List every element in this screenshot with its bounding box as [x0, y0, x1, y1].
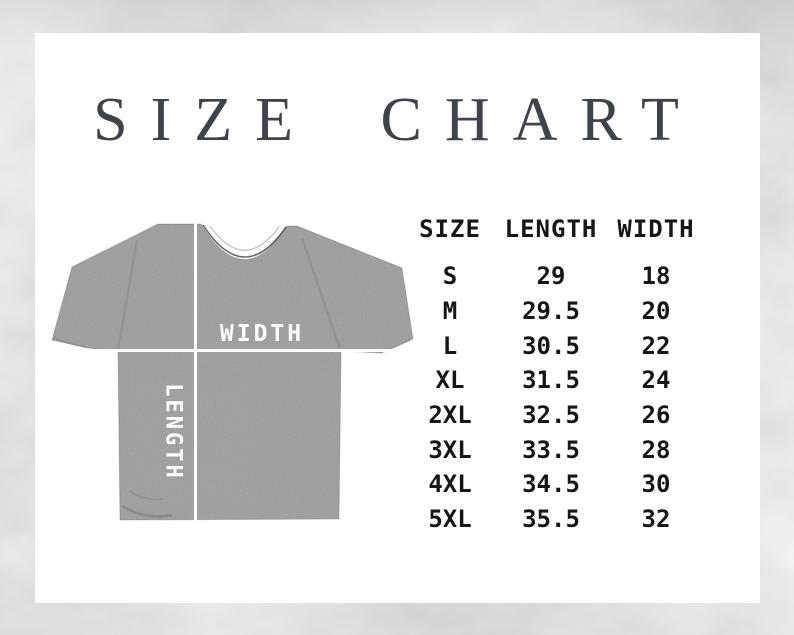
- cell-length: 30.5: [522, 331, 580, 360]
- page-title: SIZE CHART: [93, 86, 702, 154]
- cell-size: 3XL: [428, 435, 472, 464]
- cell-length: 29: [536, 262, 566, 291]
- cell-size: XL: [435, 366, 465, 395]
- table-header-row: SIZE LENGTH WIDTH: [410, 212, 700, 246]
- cell-size: 5XL: [428, 505, 472, 534]
- cell-length: 33.5: [522, 435, 580, 464]
- cell-size: 4XL: [428, 470, 472, 499]
- width-measure-line: [43, 349, 415, 352]
- cell-size: L: [442, 331, 458, 360]
- tshirt-diagram: WIDTH LENGTH: [43, 221, 415, 523]
- cell-width: 24: [641, 366, 671, 395]
- table-row: 5XL 35.5 32: [410, 502, 700, 537]
- column-header-width: WIDTH: [617, 215, 695, 243]
- cell-width: 30: [641, 470, 671, 499]
- table-row: XL 31.5 24: [410, 363, 700, 398]
- table-row: 3XL 33.5 28: [410, 432, 700, 467]
- size-table: SIZE LENGTH WIDTH S 29 18 M 29.5 20 L 30…: [410, 212, 700, 537]
- column-header-size: SIZE: [419, 215, 481, 243]
- length-label: LENGTH: [161, 383, 186, 480]
- table-row: L 30.5 22: [410, 328, 700, 363]
- table-row: 4XL 34.5 30: [410, 467, 700, 502]
- table-row: S 29 18: [410, 259, 700, 294]
- length-measure-line: [194, 221, 197, 523]
- cell-width: 20: [641, 297, 671, 326]
- cell-length: 29.5: [522, 297, 580, 326]
- width-label: WIDTH: [220, 321, 304, 347]
- cell-size: 2XL: [428, 401, 472, 430]
- collar: [202, 224, 287, 258]
- cell-width: 26: [641, 401, 671, 430]
- cell-width: 32: [641, 505, 671, 534]
- cell-length: 32.5: [522, 401, 580, 430]
- cell-length: 31.5: [522, 366, 580, 395]
- cell-size: M: [442, 297, 458, 326]
- table-row: M 29.5 20: [410, 294, 700, 329]
- cell-size: S: [442, 262, 458, 291]
- tshirt-graphic: [51, 223, 414, 521]
- chart-card: SIZE CHART: [35, 33, 760, 603]
- cell-width: 28: [641, 435, 671, 464]
- column-header-length: LENGTH: [504, 215, 598, 243]
- cell-width: 18: [641, 262, 671, 291]
- cell-length: 35.5: [522, 505, 580, 534]
- table-row: 2XL 32.5 26: [410, 398, 700, 433]
- cell-width: 22: [641, 331, 671, 360]
- cell-length: 34.5: [522, 470, 580, 499]
